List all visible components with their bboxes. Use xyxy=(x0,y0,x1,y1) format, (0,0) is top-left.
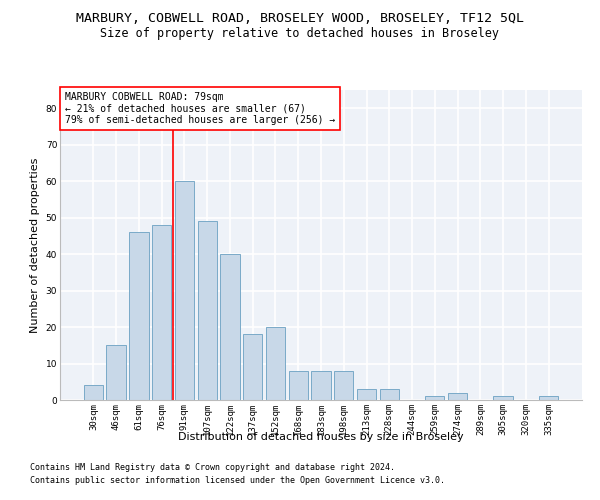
Bar xyxy=(493,396,513,400)
Bar xyxy=(334,371,353,400)
Bar xyxy=(266,327,285,400)
Bar xyxy=(311,371,331,400)
Bar xyxy=(289,371,308,400)
Bar xyxy=(539,396,558,400)
Text: MARBURY, COBWELL ROAD, BROSELEY WOOD, BROSELEY, TF12 5QL: MARBURY, COBWELL ROAD, BROSELEY WOOD, BR… xyxy=(76,12,524,26)
Bar xyxy=(243,334,262,400)
Bar xyxy=(197,222,217,400)
Y-axis label: Number of detached properties: Number of detached properties xyxy=(30,158,40,332)
Text: Contains public sector information licensed under the Open Government Licence v3: Contains public sector information licen… xyxy=(30,476,445,485)
Bar xyxy=(129,232,149,400)
Text: MARBURY COBWELL ROAD: 79sqm
← 21% of detached houses are smaller (67)
79% of sem: MARBURY COBWELL ROAD: 79sqm ← 21% of det… xyxy=(65,92,335,124)
Bar xyxy=(425,396,445,400)
Bar xyxy=(152,225,172,400)
Bar xyxy=(106,346,126,400)
Bar xyxy=(175,181,194,400)
Text: Contains HM Land Registry data © Crown copyright and database right 2024.: Contains HM Land Registry data © Crown c… xyxy=(30,464,395,472)
Bar xyxy=(220,254,239,400)
Bar xyxy=(380,389,399,400)
Text: Distribution of detached houses by size in Broseley: Distribution of detached houses by size … xyxy=(178,432,464,442)
Text: Size of property relative to detached houses in Broseley: Size of property relative to detached ho… xyxy=(101,28,499,40)
Bar xyxy=(84,386,103,400)
Bar xyxy=(357,389,376,400)
Bar xyxy=(448,392,467,400)
